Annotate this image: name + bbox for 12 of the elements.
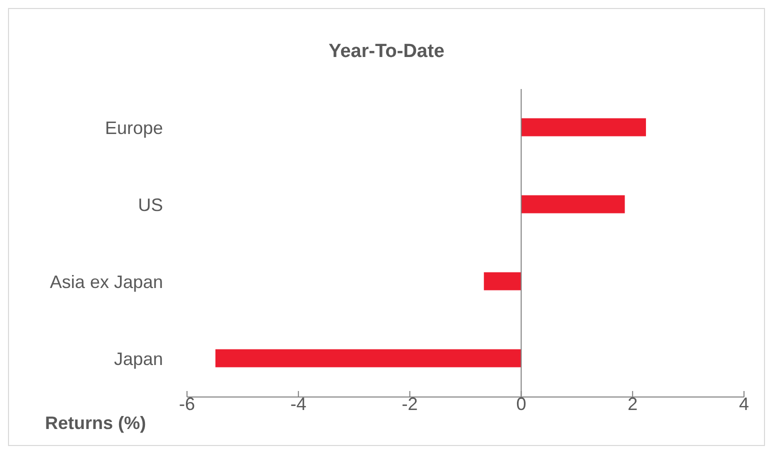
y-tick-label: US: [138, 194, 163, 215]
x-axis-title: Returns (%): [45, 413, 146, 434]
x-tick-label: -4: [290, 394, 306, 414]
x-tick-label: -6: [178, 394, 196, 414]
y-tick-label: Japan: [114, 348, 163, 369]
chart-title: Year-To-Date: [328, 41, 446, 63]
x-tick-label: 4: [738, 394, 750, 414]
x-tick-label: 0: [516, 394, 526, 414]
y-tick-label: Asia ex Japan: [50, 272, 163, 292]
x-tick-label: 2: [628, 394, 638, 414]
x-tick-label: -2: [402, 394, 418, 414]
y-tick-label: Europe: [104, 118, 163, 138]
